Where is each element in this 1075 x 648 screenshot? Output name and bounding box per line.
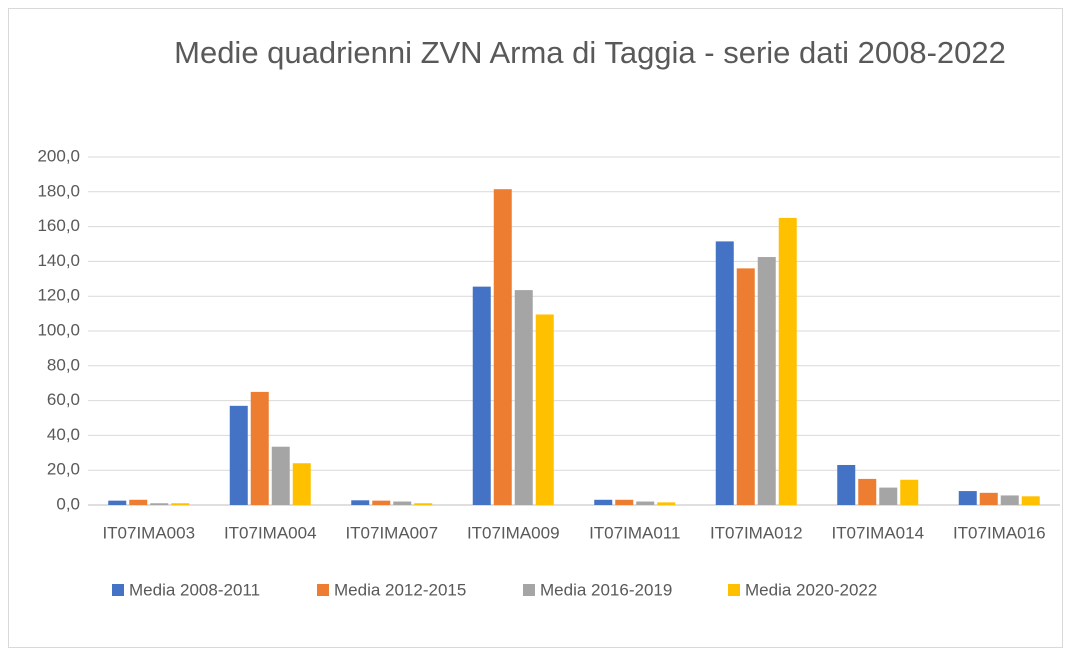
y-tick-label: 140,0 [37, 251, 80, 270]
bar [715, 241, 734, 505]
bar [229, 405, 248, 505]
bar [171, 503, 190, 505]
y-tick-label: 80,0 [47, 355, 80, 374]
y-tick-label: 40,0 [47, 425, 80, 444]
bar [736, 268, 755, 505]
bar [292, 463, 311, 505]
y-tick-label: 20,0 [47, 460, 80, 479]
bar [594, 499, 613, 505]
x-tick-label: IT07IMA009 [467, 523, 560, 542]
bar [250, 391, 269, 505]
bar [1000, 495, 1019, 505]
bar [271, 446, 290, 505]
y-tick-label: 180,0 [37, 181, 80, 200]
y-tick-label: 0,0 [56, 494, 80, 513]
bar [778, 217, 797, 505]
bar [150, 503, 169, 505]
y-tick-label: 160,0 [37, 216, 80, 235]
bar [393, 501, 412, 505]
bar [636, 501, 655, 505]
bar [372, 500, 391, 505]
bar [514, 290, 533, 505]
bar [979, 492, 998, 505]
bar [1021, 496, 1040, 505]
legend-swatch [728, 584, 740, 596]
y-tick-label: 200,0 [37, 146, 80, 165]
y-tick-label: 100,0 [37, 320, 80, 339]
x-tick-label: IT07IMA014 [831, 523, 924, 542]
legend-label: Media 2012-2015 [334, 580, 466, 599]
bar [958, 491, 977, 505]
bar [858, 478, 877, 505]
legend-swatch [317, 584, 329, 596]
x-tick-label: IT07IMA003 [102, 523, 195, 542]
bar [108, 500, 127, 505]
page: {"chart_data": {"type": "bar", "title": … [8, 8, 1063, 648]
x-tick-label: IT07IMA012 [710, 523, 803, 542]
legend-label: Media 2016-2019 [540, 580, 672, 599]
x-tick-label: IT07IMA004 [224, 523, 317, 542]
y-tick-label: 120,0 [37, 286, 80, 305]
chart: 0,0 20,0 40,0 60,0 80,0 100,0 120,0 140,0 160,0 1… [37, 146, 1060, 599]
bar [900, 479, 919, 505]
legend-label: Media 2008-2011 [129, 580, 260, 599]
bar [837, 464, 856, 505]
legend-swatch [112, 584, 124, 596]
chart-title: Medie quadrienni ZVN Arma di Taggia - se… [174, 35, 1006, 70]
bar [351, 500, 370, 505]
legend-label: Media 2020-2022 [745, 580, 877, 599]
bar [472, 286, 491, 505]
bar [414, 503, 433, 505]
bar [615, 499, 634, 505]
bar [535, 314, 554, 505]
x-tick-label: IT07IMA016 [953, 523, 1046, 542]
bar [493, 189, 512, 505]
y-tick-label: 60,0 [47, 390, 80, 409]
bar [129, 499, 148, 505]
bar [657, 502, 676, 505]
bar [879, 487, 898, 505]
x-tick-label: IT07IMA011 [589, 523, 680, 542]
legend-swatch [523, 584, 535, 596]
bar [757, 257, 776, 505]
x-tick-label: IT07IMA007 [345, 523, 438, 542]
